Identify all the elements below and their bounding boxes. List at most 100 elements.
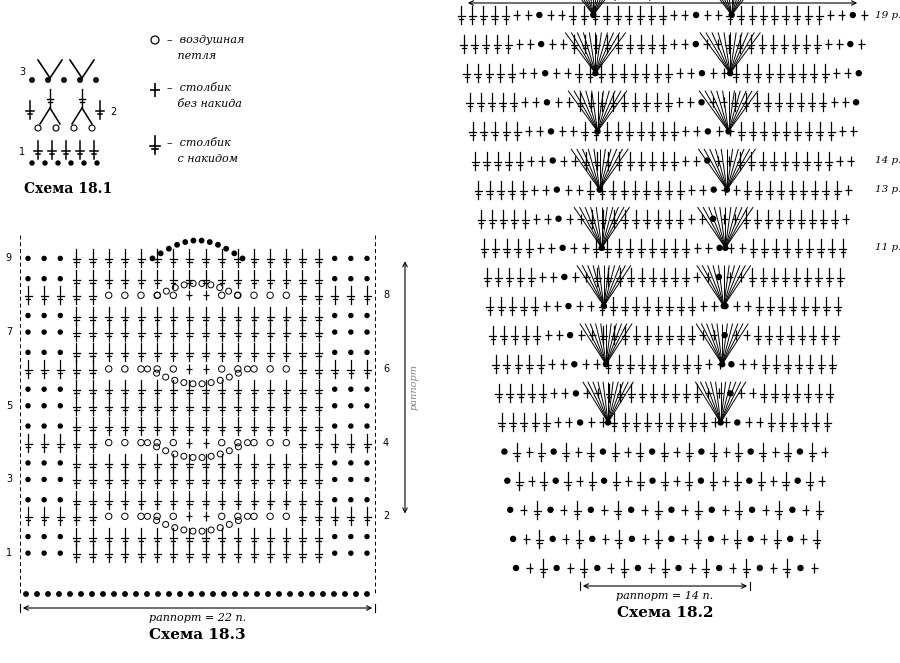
Text: 11 р.: 11 р. [875,243,900,253]
Circle shape [572,362,577,367]
Text: 5: 5 [5,401,12,411]
Circle shape [333,330,337,334]
Circle shape [58,257,62,261]
Circle shape [365,477,369,481]
Circle shape [42,330,46,334]
Circle shape [42,461,46,465]
Circle shape [606,420,610,425]
Circle shape [56,161,60,165]
Circle shape [90,592,94,596]
Circle shape [288,592,292,596]
Circle shape [112,592,116,596]
Circle shape [604,362,608,367]
Circle shape [723,304,728,308]
Circle shape [709,507,715,512]
Circle shape [797,449,803,454]
Text: –  воздушная: – воздушная [167,35,245,45]
Circle shape [277,592,281,596]
Circle shape [548,129,554,134]
Circle shape [729,13,734,17]
Circle shape [556,216,561,221]
Circle shape [578,420,582,425]
Circle shape [26,461,30,465]
Circle shape [365,387,369,391]
Circle shape [748,536,753,542]
Circle shape [26,257,30,261]
Circle shape [856,71,861,76]
Circle shape [543,71,548,76]
Circle shape [42,424,46,428]
Circle shape [333,404,337,408]
Circle shape [333,257,337,261]
Circle shape [26,387,30,391]
Circle shape [850,13,855,17]
Circle shape [717,245,722,251]
Circle shape [46,78,50,82]
Circle shape [221,592,226,596]
Circle shape [42,276,46,280]
Circle shape [26,404,30,408]
Circle shape [720,362,724,367]
Circle shape [166,247,171,251]
Circle shape [349,276,353,280]
Circle shape [150,256,155,261]
Circle shape [365,534,369,538]
Circle shape [699,100,704,105]
Circle shape [650,478,655,483]
Text: Схема 18.2: Схема 18.2 [616,606,713,620]
Circle shape [365,330,369,334]
Circle shape [560,245,565,251]
Circle shape [349,387,353,391]
Circle shape [333,551,337,555]
Text: 2: 2 [110,107,116,117]
Text: раппорт: раппорт [410,365,419,410]
Circle shape [365,461,369,465]
Circle shape [722,333,727,337]
Circle shape [590,536,595,542]
Text: без накида: без накида [167,99,242,109]
Circle shape [790,507,795,512]
Circle shape [42,477,46,481]
Circle shape [354,592,358,596]
Circle shape [514,566,518,570]
Circle shape [216,243,220,247]
Text: 14 р.: 14 р. [875,156,900,165]
Circle shape [729,362,733,367]
Text: Схема 18.1: Схема 18.1 [24,182,112,196]
Circle shape [333,477,337,481]
Circle shape [134,592,139,596]
Circle shape [589,507,593,512]
Circle shape [26,551,30,555]
Circle shape [122,592,127,596]
Circle shape [718,420,723,425]
Circle shape [200,592,204,596]
Circle shape [537,13,542,17]
Circle shape [706,129,710,134]
Circle shape [333,350,337,354]
Circle shape [694,13,698,17]
Circle shape [711,216,716,221]
Circle shape [650,449,654,454]
Text: 1: 1 [6,548,12,558]
Circle shape [58,314,62,318]
Circle shape [727,71,733,76]
Circle shape [349,477,353,481]
Circle shape [211,592,215,596]
Circle shape [539,42,544,46]
Circle shape [693,42,698,46]
Circle shape [593,71,598,76]
Text: с накидом: с накидом [167,154,238,164]
Circle shape [183,240,187,244]
Circle shape [757,566,762,570]
Circle shape [224,247,229,251]
Circle shape [244,592,248,596]
Circle shape [58,387,62,391]
Circle shape [554,187,559,192]
Circle shape [554,478,558,483]
Text: 13 р.: 13 р. [875,185,900,194]
Circle shape [734,420,740,425]
Circle shape [599,245,604,251]
Circle shape [544,100,550,105]
Circle shape [788,536,793,542]
Circle shape [333,276,337,280]
